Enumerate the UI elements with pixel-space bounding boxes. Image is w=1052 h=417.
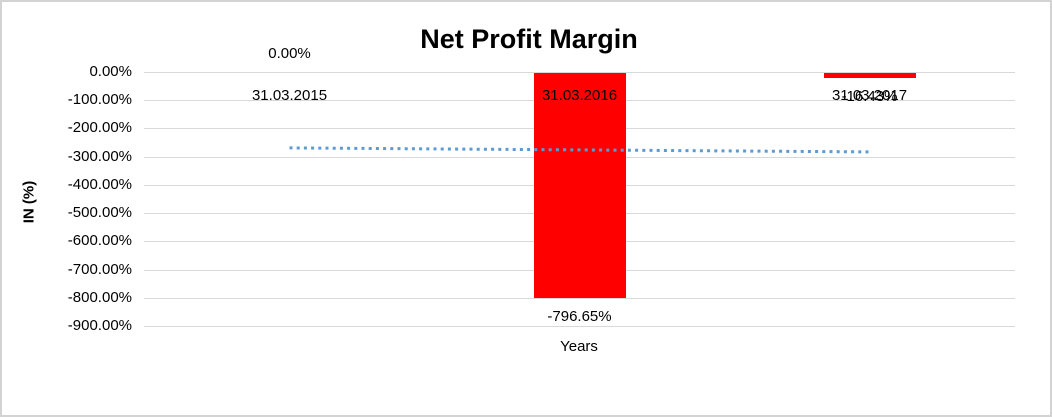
bar-31.03.2016 — [534, 73, 626, 298]
y-tick-label: 0.00% — [89, 63, 132, 80]
y-tick-label: -600.00% — [67, 232, 132, 249]
category-label: 31.03.2016 — [541, 87, 618, 104]
data-label: -16.43% — [841, 87, 898, 105]
y-tick-label: -800.00% — [67, 289, 132, 306]
y-tick-label: -700.00% — [67, 261, 132, 278]
y-tick-label: -100.00% — [67, 91, 132, 108]
y-tick-label: -200.00% — [67, 119, 132, 136]
chart-title: Net Profit Margin — [420, 24, 638, 54]
data-label: 0.00% — [268, 45, 311, 62]
x-axis-title: Years — [560, 338, 598, 355]
category-label: 31.03.2015 — [251, 87, 328, 104]
y-tick-label: -400.00% — [67, 176, 132, 193]
y-tick-label: -900.00% — [67, 317, 132, 334]
y-tick-label: -500.00% — [67, 204, 132, 221]
bar-31.03.2017 — [824, 73, 916, 78]
data-label: -796.65% — [547, 307, 612, 325]
category-label: 31.03.2017 — [831, 87, 908, 104]
y-tick-label: -300.00% — [67, 148, 132, 165]
gridline — [144, 326, 1015, 327]
gridline — [144, 298, 1015, 299]
gridline — [144, 72, 1015, 73]
